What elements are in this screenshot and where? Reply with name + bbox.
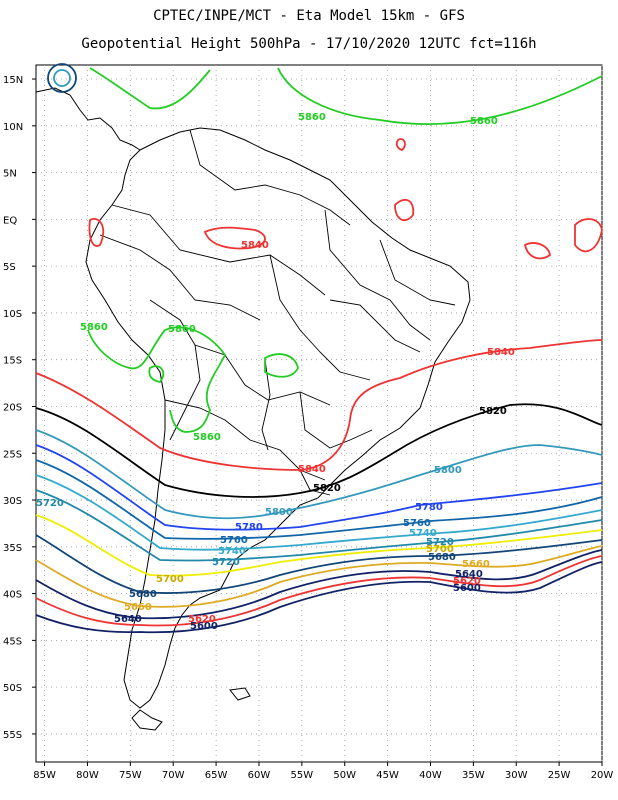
label-5640-a: 5640 (455, 569, 483, 580)
lat-tick-label: 35S (3, 543, 22, 554)
lat-tick-label: 40S (3, 590, 22, 601)
lat-tick-label: 25S (3, 449, 22, 460)
label-5660-a: 5660 (462, 559, 490, 570)
lat-tick-label: EQ (3, 215, 17, 226)
graticule (36, 65, 603, 762)
contour-5660 (35, 545, 603, 608)
lat-tick-label: 55S (3, 730, 22, 741)
contour-labels: 5860 5860 5860 5860 5860 5840 5840 5840 … (36, 112, 515, 632)
south-america-coast (85, 127, 471, 709)
label-5740-b: 5740 (218, 546, 246, 557)
contour-5840-main (35, 339, 603, 471)
lon-tick-label: 70W (162, 770, 185, 781)
lat-tick-label: 5S (3, 262, 16, 273)
lat-tick-label: 15S (3, 356, 22, 367)
label-5780-b: 5780 (235, 522, 263, 533)
contour-5860-north (89, 67, 603, 125)
axis-ticks: 15N 10N 5N EQ 5S 10S 15S 20S 25S 30S 35S 40S 45S 50S 5… (3, 75, 613, 781)
lon-tick-label: 65W (205, 770, 228, 781)
label-5620-a: 5620 (453, 576, 481, 587)
lon-tick-label: 55W (291, 770, 314, 781)
lon-tick-label: 75W (119, 770, 142, 781)
lat-tick-label: 5N (3, 169, 17, 180)
tierra-del-fuego (131, 709, 163, 731)
lon-tick-label: 40W (419, 770, 442, 781)
lat-tick-label: 20S (3, 402, 22, 413)
label-5780-a: 5780 (415, 502, 443, 513)
label-5700-b: 5700 (156, 574, 184, 585)
label-5680-b: 5680 (129, 589, 157, 600)
lon-tick-label: 25W (548, 770, 571, 781)
label-5720-c: 5720 (212, 557, 240, 568)
label-5860-d: 5860 (168, 324, 196, 335)
low-center-ring-inner (53, 69, 71, 87)
contour-5780 (35, 444, 603, 531)
map-frame (35, 64, 603, 763)
label-5840-b: 5840 (487, 347, 515, 358)
label-5760-a: 5760 (403, 518, 431, 529)
contour-5600 (35, 561, 603, 634)
label-5840-a: 5840 (241, 240, 269, 251)
label-5760-b: 5760 (220, 535, 248, 546)
label-5600-b: 5600 (190, 621, 218, 632)
contour-5840-blobs (88, 138, 603, 260)
contour-5620 (35, 555, 603, 627)
label-5800-b: 5800 (265, 507, 293, 518)
lat-tick-label: 10N (3, 122, 23, 133)
lon-tick-label: 60W (248, 770, 271, 781)
contour-5800 (35, 429, 603, 520)
lon-tick-label: 30W (505, 770, 528, 781)
lon-tick-label: 35W (462, 770, 485, 781)
lat-tick-label: 15N (3, 75, 23, 86)
lon-tick-label: 80W (76, 770, 99, 781)
label-5600-a: 5600 (453, 583, 481, 594)
contour-5860-south (87, 326, 227, 433)
label-5620-b: 5620 (188, 614, 216, 625)
contour-5700 (35, 514, 603, 577)
label-5800-a: 5800 (434, 465, 462, 476)
label-5820-b: 5820 (313, 483, 341, 494)
lat-tick-label: 10S (3, 309, 22, 320)
contour-5860-blob (148, 353, 299, 383)
label-5860-a: 5860 (298, 112, 326, 123)
contour-5640 (35, 549, 603, 620)
label-5740-a: 5740 (409, 528, 437, 539)
label-5860-b: 5860 (470, 116, 498, 127)
lon-tick-label: 20W (591, 770, 614, 781)
falklands (229, 687, 251, 701)
title-line-2: Geopotential Height 500hPa - 17/10/2020 … (81, 36, 537, 52)
label-5700-a: 5700 (426, 544, 454, 555)
label-5860-e: 5860 (193, 432, 221, 443)
lat-tick-label: 30S (3, 496, 22, 507)
label-5660-b: 5660 (124, 602, 152, 613)
label-5860-c: 5860 (80, 322, 108, 333)
contour-5720 (35, 489, 603, 562)
contour-5760 (35, 459, 603, 540)
lon-tick-label: 85W (33, 770, 56, 781)
lon-tick-label: 45W (376, 770, 399, 781)
contour-5840-amazon (203, 226, 266, 250)
title-line-1: CPTEC/INPE/MCT - Eta Model 15km - GFS (153, 8, 465, 24)
label-5720-b: 5720 (426, 537, 454, 548)
label-5680-a: 5680 (428, 552, 456, 563)
label-5640-b: 5640 (114, 614, 142, 625)
lon-tick-label: 50W (333, 770, 356, 781)
lat-tick-label: 45S (3, 636, 22, 647)
lat-tick-label: 50S (3, 683, 22, 694)
contour-lines (35, 63, 603, 634)
low-center-ring-outer (47, 63, 77, 93)
contour-5820 (35, 403, 603, 498)
label-5840-c: 5840 (298, 464, 326, 475)
label-5820-a: 5820 (479, 406, 507, 417)
contour-5680 (35, 534, 603, 594)
contour-5740 (35, 474, 603, 551)
label-5720-a: 5720 (36, 498, 64, 509)
